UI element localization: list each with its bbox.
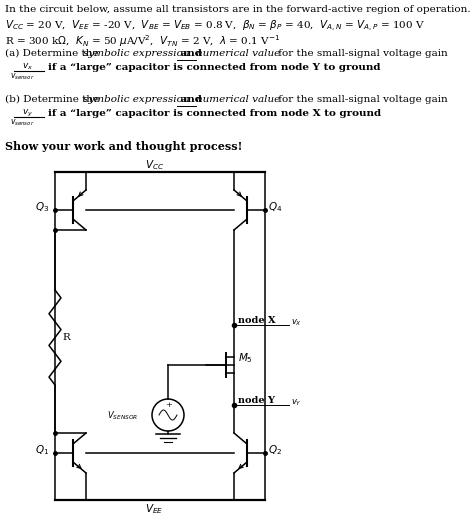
Text: In the circuit below, assume all transistors are in the forward-active region of: In the circuit below, assume all transis… [5, 5, 474, 14]
Text: (a) Determine the: (a) Determine the [5, 49, 102, 58]
Text: for the small-signal voltage gain: for the small-signal voltage gain [275, 49, 448, 58]
Text: $Q_4$: $Q_4$ [268, 200, 283, 214]
Text: $V_{SENSOR}$: $V_{SENSOR}$ [107, 409, 138, 422]
Text: $v_{sensor}$: $v_{sensor}$ [10, 118, 35, 129]
Text: $v_{sensor}$: $v_{sensor}$ [10, 72, 35, 83]
Text: Show your work and thought process!: Show your work and thought process! [5, 141, 242, 152]
Text: if a “large” capacitor is connected from node Y to ground: if a “large” capacitor is connected from… [48, 63, 381, 72]
Text: R = 300 k$\Omega$,  $K_N$ = 50 $\mu$A/V$^2$,  $V_{TN}$ = 2 V,  $\lambda$ = 0.1 V: R = 300 k$\Omega$, $K_N$ = 50 $\mu$A/V$^… [5, 33, 280, 49]
Text: numerical value: numerical value [196, 49, 280, 58]
Text: $V_{CC}$ = 20 V,  $V_{EE}$ = -20 V,  $V_{BE}$ = $V_{EB}$ = 0.8 V,  $\beta_N$ = $: $V_{CC}$ = 20 V, $V_{EE}$ = -20 V, $V_{B… [5, 19, 425, 34]
Text: if a “large” capacitor is connected from node X to ground: if a “large” capacitor is connected from… [48, 109, 381, 118]
Text: symbolic expression: symbolic expression [83, 49, 190, 58]
Text: R: R [62, 333, 70, 341]
Text: and: and [177, 49, 206, 58]
Text: $v_X$: $v_X$ [291, 317, 302, 327]
Text: $M_5$: $M_5$ [238, 351, 253, 365]
Text: $v_Y$: $v_Y$ [291, 397, 302, 407]
Text: $v_y$: $v_y$ [22, 108, 33, 119]
Text: $Q_1$: $Q_1$ [35, 443, 49, 457]
Text: and: and [177, 95, 206, 104]
Text: $Q_2$: $Q_2$ [268, 443, 282, 457]
Text: $v_x$: $v_x$ [22, 62, 33, 73]
Text: for the small-signal voltage gain: for the small-signal voltage gain [275, 95, 448, 104]
Text: node X: node X [238, 316, 275, 325]
Text: $Q_3$: $Q_3$ [35, 200, 49, 214]
Text: symbolic expression: symbolic expression [83, 95, 190, 104]
Text: (b) Determine the: (b) Determine the [5, 95, 102, 104]
Text: +: + [165, 401, 173, 409]
Text: $V_{CC}$: $V_{CC}$ [145, 158, 164, 172]
Text: $V_{EE}$: $V_{EE}$ [145, 502, 163, 516]
Text: node Y: node Y [238, 396, 275, 405]
Text: numerical value: numerical value [196, 95, 280, 104]
